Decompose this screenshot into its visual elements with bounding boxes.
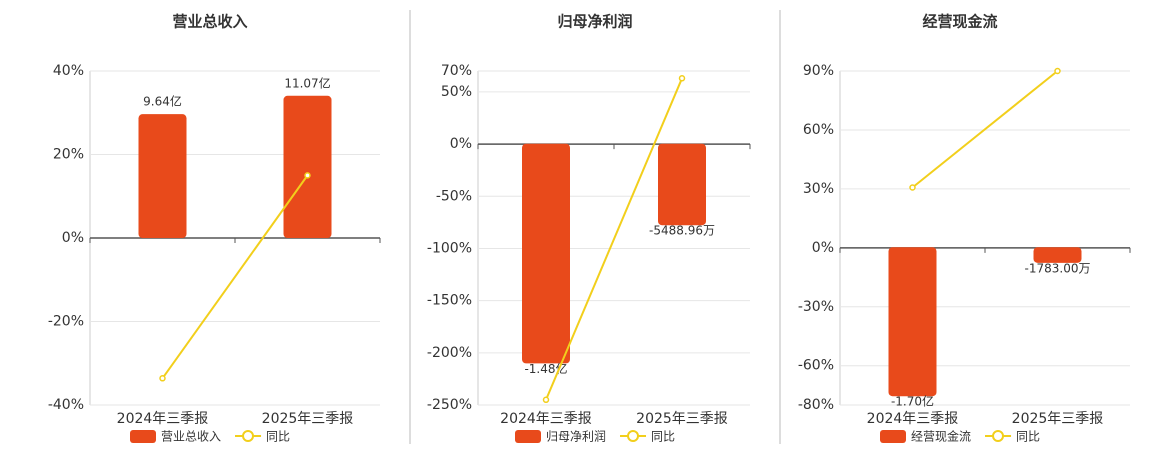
y-tick-label: -80% (798, 397, 834, 413)
x-tick-label: 2024年三季报 (117, 411, 209, 427)
line (911, 70, 1059, 189)
y-tick-label: -150% (427, 293, 472, 309)
y-tick-label: -60% (798, 358, 834, 374)
point (159, 375, 166, 382)
y-tick-label: 40% (53, 63, 84, 79)
line (545, 77, 683, 401)
chart-title: 营业总收入 (172, 13, 247, 31)
legend-swatch (992, 430, 1005, 442)
legend-label: 同比 (1016, 430, 1040, 444)
x-tick-label: 2024年三季报 (500, 411, 592, 427)
y-tick-label: 30% (803, 181, 834, 197)
y-tick-label: 20% (53, 147, 84, 163)
bar (1033, 247, 1082, 263)
point (1054, 67, 1061, 75)
y-tick-label: 90% (803, 63, 834, 79)
y-tick-label: -40% (48, 397, 84, 413)
x-tick-label: 2025年三季报 (636, 411, 728, 427)
value-label: -1783.00万 (1025, 261, 1091, 275)
point (909, 184, 916, 191)
y-tick-label: -30% (798, 299, 834, 315)
legend-label: 同比 (651, 430, 675, 444)
x-tick-label: 2024年三季报 (867, 411, 959, 427)
legend-swatch (627, 430, 640, 442)
bar (658, 143, 706, 226)
legend-label: 归母净利润 (546, 430, 606, 444)
y-tick-label: 70% (441, 63, 472, 79)
legend-label: 营业总收入 (161, 430, 221, 444)
x-tick-label: 2025年三季报 (262, 411, 354, 427)
legend-swatch (515, 430, 541, 443)
bar (888, 247, 937, 397)
legend-swatch (130, 430, 156, 443)
chart-title: 归母净利润 (557, 13, 632, 31)
value-label: 9.64亿 (143, 94, 182, 109)
y-tick-label: -20% (48, 314, 84, 330)
legend-swatch (242, 430, 255, 442)
y-tick-label: 0% (62, 230, 84, 246)
y-tick-label: 60% (803, 122, 834, 138)
legend-label: 同比 (266, 430, 290, 444)
legend-label: 经营现金流 (911, 429, 971, 444)
bar (522, 143, 570, 364)
value-label: -1.70亿 (891, 394, 934, 409)
point (304, 172, 311, 179)
y-tick-label: -100% (427, 240, 472, 256)
bar (283, 95, 332, 238)
y-tick-label: 0% (450, 136, 472, 152)
x-tick-label: 2025年三季报 (1012, 411, 1104, 427)
y-tick-label: 50% (441, 84, 472, 100)
y-tick-label: -50% (436, 188, 472, 204)
y-tick-label: -250% (427, 397, 472, 413)
point (678, 75, 686, 82)
value-label: 11.07亿 (284, 75, 330, 90)
y-tick-label: 0% (812, 240, 834, 256)
chart-title: 经营现金流 (922, 13, 997, 31)
legend-swatch (880, 430, 906, 443)
y-tick-label: -200% (427, 345, 472, 361)
point (542, 396, 550, 404)
bar (138, 114, 187, 238)
value-label: -5488.96万 (649, 224, 715, 238)
line (161, 174, 309, 379)
